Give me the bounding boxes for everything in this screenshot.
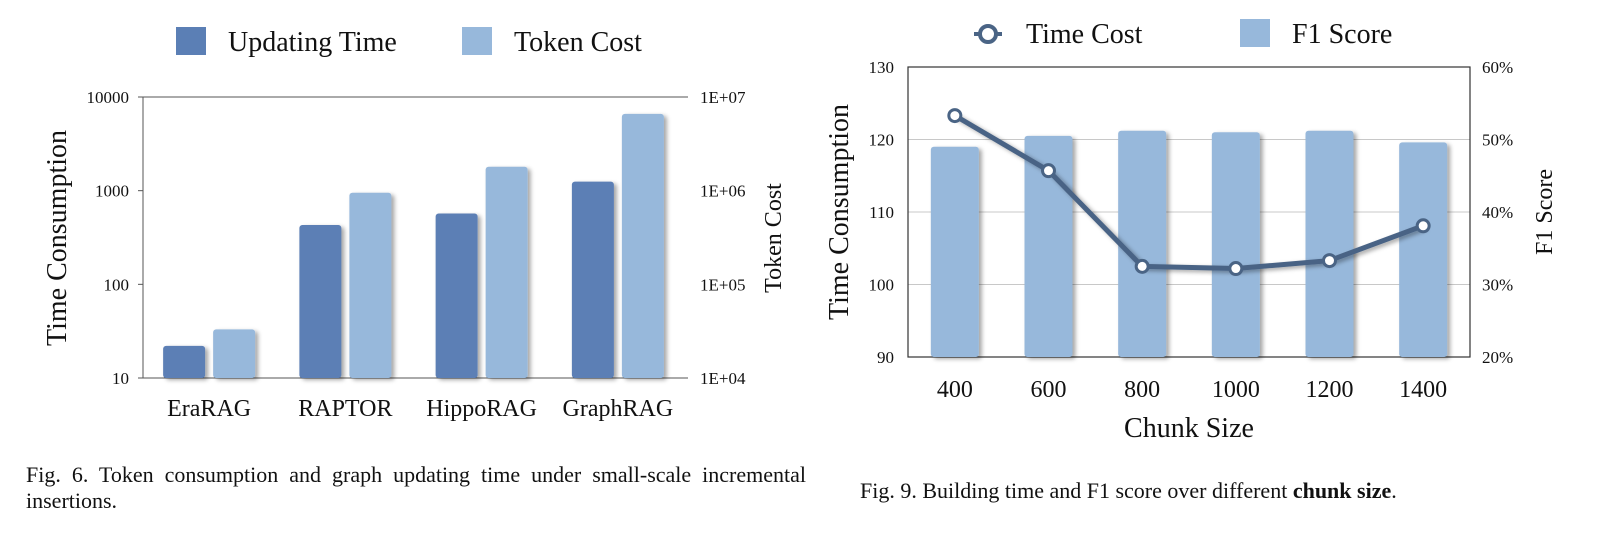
bar-updating-time-hipporag <box>435 213 478 378</box>
y-tick-label: 100 <box>869 276 895 295</box>
legend-label: Updating Time <box>228 27 397 58</box>
y-tick-label: 10 <box>112 369 129 388</box>
legend-swatch-updating-time <box>176 27 206 55</box>
y2-tick-label: 50% <box>1482 131 1513 150</box>
bar-f1-1200 <box>1305 130 1354 357</box>
legend-label: Token Cost <box>514 27 642 58</box>
bar-f1-1400 <box>1399 142 1448 357</box>
y2-tick-label: 40% <box>1482 203 1513 222</box>
legend-swatch-token-cost <box>462 27 492 55</box>
chart-chunk-size: 90 100 110 120 130 20% 30% 40% 50% 60% Time Consum… <box>824 19 1558 444</box>
bar-f1-600 <box>1024 135 1073 357</box>
line-time-cost <box>953 113 1425 272</box>
y2-tick-label: 20% <box>1482 348 1513 367</box>
x-tick-label: RAPTOR <box>298 396 392 422</box>
x-tick-label: 400 <box>937 377 973 403</box>
y-tick-label: 1000 <box>95 182 129 201</box>
point-time-cost-1200 <box>1322 253 1337 269</box>
y-tick-label: 120 <box>869 131 895 150</box>
point-time-cost-600 <box>1041 163 1056 179</box>
bar-updating-time-graphrag <box>571 181 614 378</box>
x-tick-label: GraphRAG <box>563 396 674 422</box>
y2-tick-label: 1E+05 <box>700 275 745 294</box>
bar-token-cost-raptor <box>349 192 392 378</box>
legend-label: F1 Score <box>1292 19 1392 50</box>
x-axis-title: Chunk Size <box>1124 413 1254 444</box>
point-time-cost-1400 <box>1415 218 1431 234</box>
y-axis-title: Time Consumption <box>824 104 855 320</box>
legend-marker-time-cost <box>978 24 998 44</box>
y-tick-label: 100 <box>104 275 130 294</box>
y2-tick-label: 1E+07 <box>700 88 746 107</box>
x-tick-label: 1400 <box>1399 377 1447 403</box>
figure-9-caption-text: Fig. 9. Building time and F1 score over … <box>860 478 1293 503</box>
point-time-cost-1000 <box>1228 261 1244 277</box>
figure-9-caption: Fig. 9. Building time and F1 score over … <box>860 478 1560 504</box>
bar-f1-800 <box>1118 130 1167 357</box>
figure-9-caption-end: . <box>1391 478 1397 503</box>
y2-tick-label: 1E+04 <box>700 369 746 388</box>
bar-token-cost-graphrag <box>621 113 664 379</box>
y-tick-label: 110 <box>869 203 894 222</box>
point-time-cost-400 <box>947 108 963 124</box>
x-tick-label: 800 <box>1124 377 1160 403</box>
y2-tick-label: 30% <box>1482 276 1513 295</box>
bar-f1-1000 <box>1211 132 1260 357</box>
figure-6-caption-text: Fig. 6. Token consumption and graph upda… <box>26 462 806 513</box>
x-tick-label: EraRAG <box>167 396 251 422</box>
chart-token-cost: 10 100 1000 10000 1E+04 1E+05 1E+06 1E+07 Time C… <box>42 27 787 422</box>
y2-axis-title: F1 Score <box>1532 169 1558 255</box>
x-tick-label: 600 <box>1031 377 1067 403</box>
legend-swatch-f1-score <box>1240 19 1270 47</box>
y-axis-title: Time Consumption <box>42 130 73 346</box>
plot-frame <box>907 66 1471 358</box>
bar-updating-time-erarag <box>163 345 206 378</box>
x-tick-label: HippoRAG <box>426 396 537 422</box>
y2-tick-label: 60% <box>1482 58 1513 77</box>
bar-f1-400 <box>930 146 979 357</box>
y-tick-label: 130 <box>869 58 895 77</box>
bar-token-cost-hipporag <box>485 166 528 378</box>
y-tick-label: 90 <box>877 348 894 367</box>
y2-axis-title: Token Cost <box>761 183 787 293</box>
x-tick-label: 1200 <box>1306 377 1354 403</box>
figure-9-caption-bold: chunk size <box>1292 478 1392 503</box>
bar-updating-time-raptor <box>299 224 342 378</box>
x-tick-label: 1000 <box>1212 377 1260 403</box>
bar-token-cost-erarag <box>213 329 256 378</box>
y2-tick-label: 1E+06 <box>700 182 745 201</box>
point-time-cost-800 <box>1134 258 1150 274</box>
legend-label: Time Cost <box>1026 19 1143 50</box>
figure-6-caption: Fig. 6. Token consumption and graph upda… <box>26 462 806 514</box>
y-tick-label: 10000 <box>87 88 130 107</box>
